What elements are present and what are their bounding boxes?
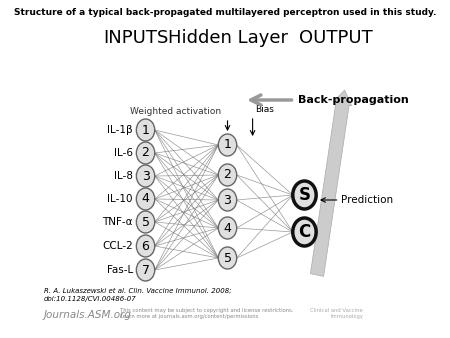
Text: 2: 2 — [224, 169, 231, 182]
Text: 3: 3 — [142, 169, 149, 183]
Text: 5: 5 — [142, 216, 149, 228]
Text: Clinical and Vaccine
Immunology: Clinical and Vaccine Immunology — [310, 308, 363, 319]
Text: 5: 5 — [224, 251, 231, 265]
Text: 1: 1 — [142, 123, 149, 137]
Text: IL-1β: IL-1β — [108, 125, 133, 135]
Ellipse shape — [136, 259, 155, 281]
Ellipse shape — [136, 165, 155, 187]
Text: 1: 1 — [224, 139, 231, 151]
Text: 7: 7 — [142, 264, 149, 276]
Text: INPUTS: INPUTS — [103, 29, 168, 47]
Text: IL-10: IL-10 — [108, 194, 133, 204]
Ellipse shape — [218, 217, 237, 239]
Text: TNF-α: TNF-α — [103, 217, 133, 227]
Text: Weighted activation: Weighted activation — [130, 107, 221, 116]
Text: Prediction: Prediction — [341, 195, 393, 205]
Text: Bias: Bias — [255, 105, 274, 114]
FancyArrow shape — [310, 90, 351, 276]
Text: 4: 4 — [224, 221, 231, 235]
Ellipse shape — [218, 189, 237, 211]
Ellipse shape — [293, 181, 316, 209]
Text: Back-propagation: Back-propagation — [298, 95, 409, 105]
Text: Hidden Layer: Hidden Layer — [167, 29, 288, 47]
Ellipse shape — [293, 218, 316, 246]
Ellipse shape — [218, 247, 237, 269]
Text: Journals.ASM.org: Journals.ASM.org — [44, 310, 131, 320]
Text: CCL-2: CCL-2 — [102, 241, 133, 251]
Text: S: S — [298, 186, 310, 204]
Text: R. A. Lukaszewski et al. Clin. Vaccine Immunol. 2008;: R. A. Lukaszewski et al. Clin. Vaccine I… — [44, 288, 231, 294]
Text: This content may be subject to copyright and license restrictions.
Learn more at: This content may be subject to copyright… — [121, 308, 294, 319]
Text: Fas-L: Fas-L — [107, 265, 133, 275]
Ellipse shape — [136, 188, 155, 210]
Text: 4: 4 — [142, 193, 149, 206]
Ellipse shape — [136, 235, 155, 257]
Text: C: C — [298, 223, 310, 241]
Ellipse shape — [218, 164, 237, 186]
Text: doi:10.1128/CVI.00486-07: doi:10.1128/CVI.00486-07 — [44, 296, 136, 302]
Text: 3: 3 — [224, 193, 231, 207]
Ellipse shape — [136, 142, 155, 164]
Text: 6: 6 — [142, 240, 149, 252]
Text: Structure of a typical back-propagated multilayered perceptron used in this stud: Structure of a typical back-propagated m… — [14, 8, 436, 17]
Ellipse shape — [218, 134, 237, 156]
Ellipse shape — [136, 211, 155, 233]
Text: IL-6: IL-6 — [114, 148, 133, 158]
Text: OUTPUT: OUTPUT — [299, 29, 373, 47]
Text: 2: 2 — [142, 146, 149, 160]
Ellipse shape — [136, 119, 155, 141]
Text: IL-8: IL-8 — [114, 171, 133, 181]
